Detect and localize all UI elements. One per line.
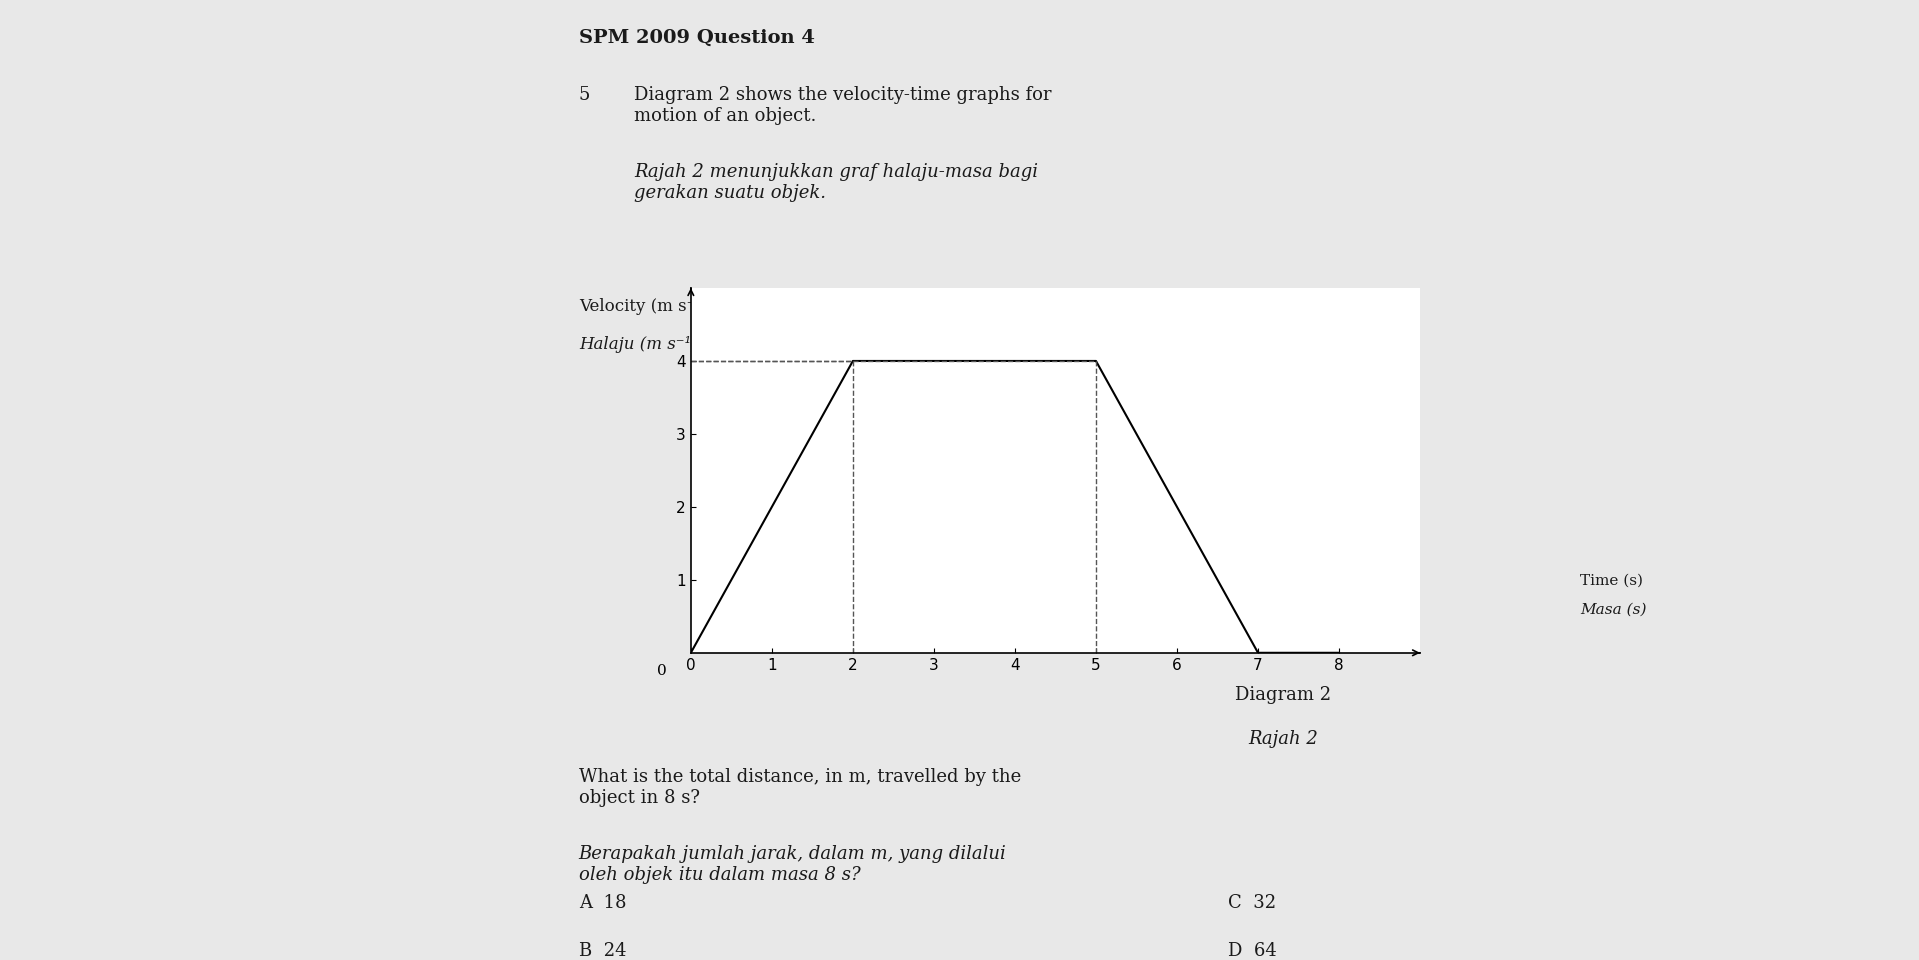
Text: Rajah 2 menunjukkan graf halaju-masa bagi
gerakan suatu objek.: Rajah 2 menunjukkan graf halaju-masa bag… [633,163,1038,202]
Text: Diagram 2 shows the velocity-time graphs for
motion of an object.: Diagram 2 shows the velocity-time graphs… [633,86,1052,125]
Text: 0: 0 [656,663,666,678]
Text: Masa (s): Masa (s) [1581,603,1647,616]
Text: Halaju (m s⁻¹): Halaju (m s⁻¹) [580,336,697,353]
Text: Diagram 2: Diagram 2 [1236,686,1332,705]
Text: C  32: C 32 [1228,894,1276,912]
Text: Rajah 2: Rajah 2 [1249,730,1318,748]
Text: Berapakah jumlah jarak, dalam m, yang dilalui
oleh objek itu dalam masa 8 s?: Berapakah jumlah jarak, dalam m, yang di… [580,845,1007,883]
Text: SPM 2009 Question 4: SPM 2009 Question 4 [580,29,816,47]
Text: Velocity (m s⁻¹): Velocity (m s⁻¹) [580,298,708,315]
Text: D  64: D 64 [1228,942,1276,960]
Text: 5: 5 [580,86,591,105]
Text: What is the total distance, in m, travelled by the
object in 8 s?: What is the total distance, in m, travel… [580,768,1021,806]
Text: B  24: B 24 [580,942,626,960]
Text: Time (s): Time (s) [1581,574,1643,588]
Text: A  18: A 18 [580,894,626,912]
